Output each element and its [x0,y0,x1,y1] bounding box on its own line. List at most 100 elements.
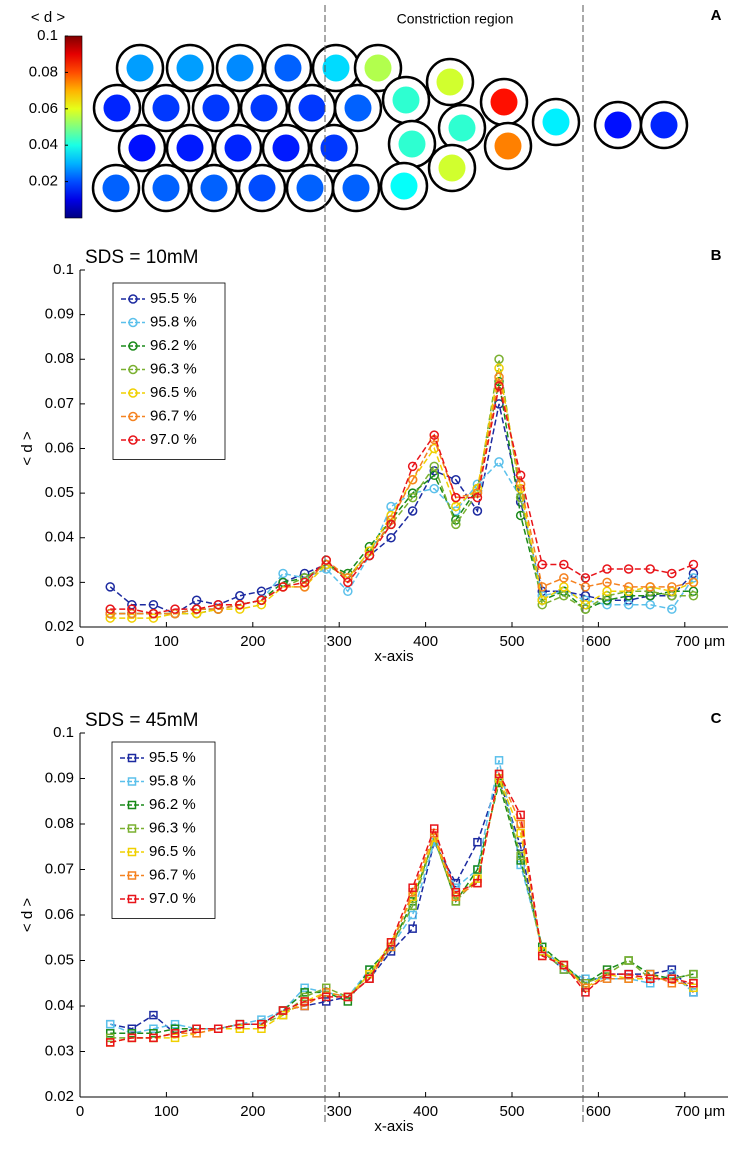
series-line [110,359,694,615]
legend-marker [128,364,138,375]
marker [235,1019,245,1029]
marker [170,1024,180,1033]
x-tick-label: 200 [240,1103,265,1120]
legend-marker [128,435,138,445]
legend-marker [127,753,137,763]
drop [436,68,464,96]
marker [278,1010,288,1020]
marker [451,474,461,485]
marker [645,979,655,988]
marker [105,1033,115,1043]
marker [149,1033,158,1043]
legend-label: 96.5 % [149,843,196,860]
legend-label: 96.2 % [150,337,197,354]
panel-label: B [711,247,722,264]
marker [667,582,677,592]
y-tick-label: 0.09 [45,306,74,323]
drop [126,54,154,82]
marker [559,582,569,592]
legend-label: 96.2 % [149,796,196,813]
marker [343,992,353,1002]
marker [300,1001,309,1011]
colorbar-tick-label: 0.08 [29,63,58,80]
marker [235,1024,245,1033]
series-line [110,368,694,619]
legend-box [112,282,226,460]
drop [102,174,130,202]
panel-label: C [711,710,722,727]
x-tick-label: 100 [154,1103,179,1120]
marker [149,1024,158,1033]
marker [408,883,417,892]
marker [689,983,698,993]
marker [105,1029,115,1038]
marker [429,483,439,494]
marker [602,969,612,979]
y-axis-label: < d > [19,898,36,932]
marker [429,461,439,472]
marker [105,582,115,592]
legend-marker [127,777,137,786]
drop [298,94,326,122]
legend-marker [127,847,137,857]
legend-label: 97.0 % [150,431,197,448]
marker [256,599,267,610]
marker [559,559,569,570]
marker [451,501,461,512]
legend-marker [127,800,137,810]
marker [407,474,418,485]
drop [322,54,350,82]
y-tick-label: 0.02 [45,1088,74,1105]
drop [176,134,204,162]
marker [451,888,461,897]
series-line [110,771,694,1044]
marker [645,974,655,983]
marker [191,595,202,605]
marker [602,965,612,974]
marker [580,582,591,592]
marker [667,974,677,983]
marker [127,1024,137,1033]
y-tick-label: 0.04 [45,529,74,546]
marker [494,756,504,765]
y-tick-label: 0.08 [45,350,74,367]
marker [494,457,504,467]
marker [170,604,180,614]
marker [148,599,159,610]
colorbar-tick-label: 0.1 [37,27,58,44]
drop [448,114,476,142]
marker [235,591,245,601]
marker [472,483,483,494]
marker [689,979,698,988]
y-tick-label: 0.08 [45,815,74,832]
legend-label: 96.5 % [150,384,197,401]
marker [688,559,699,570]
marker [667,568,677,579]
marker [386,533,396,543]
legend-label: 95.8 % [149,772,196,789]
drop [344,94,372,122]
marker [602,974,612,983]
marker [300,992,309,1002]
legend-marker [128,341,138,351]
marker [451,519,461,530]
y-tick-label: 0.06 [45,906,74,923]
marker [149,1010,158,1020]
drop [542,108,570,136]
marker [451,897,461,906]
drop [364,54,392,82]
x-tick-label: 700 μm [675,1103,725,1120]
marker [473,878,482,888]
colorbar [64,35,83,219]
marker [408,901,417,911]
marker [321,988,331,997]
marker [386,938,396,947]
marker [516,819,525,829]
marker [559,960,569,970]
legend-label: 96.3 % [150,360,197,377]
marker [537,559,547,570]
drop [128,134,156,162]
drop [176,54,204,82]
marker [278,582,288,592]
